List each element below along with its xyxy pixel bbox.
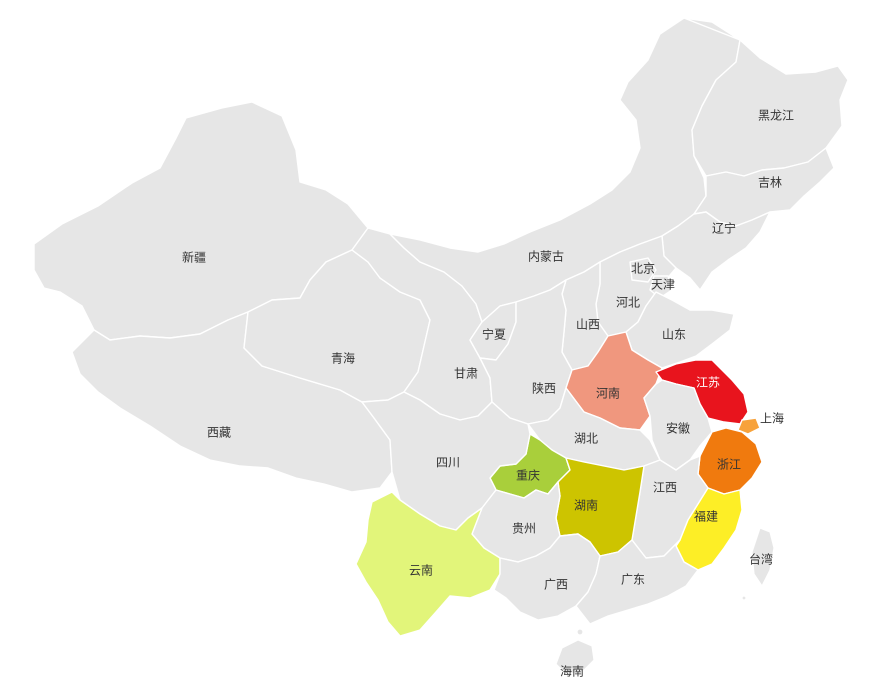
island-layer bbox=[555, 417, 783, 675]
province-yunnan[interactable] bbox=[355, 491, 501, 637]
province-taiwan[interactable] bbox=[751, 527, 775, 587]
island-dot bbox=[576, 628, 584, 636]
island-dot bbox=[777, 417, 783, 423]
province-guangdong[interactable] bbox=[575, 539, 699, 625]
province-layer bbox=[33, 17, 849, 637]
province-beijing[interactable] bbox=[629, 257, 657, 283]
island-dot bbox=[741, 595, 747, 601]
province-hainan[interactable] bbox=[555, 639, 595, 675]
province-shanghai[interactable] bbox=[737, 417, 761, 435]
